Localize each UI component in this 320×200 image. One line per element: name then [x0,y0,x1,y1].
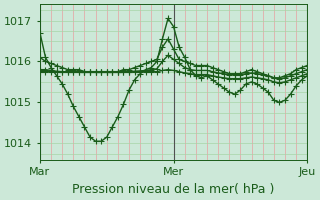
X-axis label: Pression niveau de la mer( hPa ): Pression niveau de la mer( hPa ) [72,183,275,196]
